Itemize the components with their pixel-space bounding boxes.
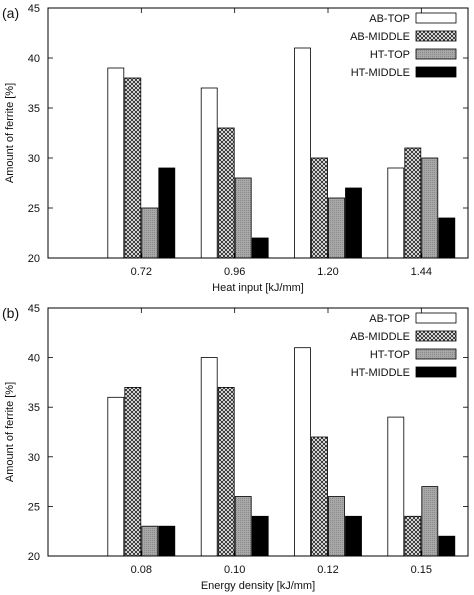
- legend-swatch-ht-middle: [415, 66, 457, 78]
- legend-label-ht-top: HT-TOP: [370, 349, 410, 361]
- bar-ht-top-0.96: [234, 177, 252, 259]
- y-axis-label: Amount of ferrite [%]: [4, 83, 16, 183]
- y-tick-label: 30: [28, 452, 40, 464]
- bar-ab-top-0.96: [200, 87, 218, 259]
- legend-swatch-ht-top: [415, 48, 457, 60]
- bar-ht-middle-0.10: [251, 515, 269, 557]
- bar-ab-middle-1.20: [311, 157, 328, 259]
- legend-label-ab-top: AB-TOP: [369, 13, 410, 25]
- y-tick-label: 35: [28, 103, 40, 115]
- legend-label-ht-middle: HT-MIDDLE: [351, 67, 410, 79]
- chart-panel-b: 0.08 0.10 0.12 0.15 20 25 30 35 40 45 Energy densi…: [2, 303, 469, 592]
- bar-ht-top-0.72: [141, 207, 159, 259]
- y-tick-label: 40: [28, 53, 40, 65]
- legend-swatch-ht-top: [415, 348, 457, 360]
- legend-swatch-ht-middle: [415, 366, 457, 378]
- x-tick-label: 0.10: [224, 564, 245, 576]
- x-tick-label: 0.96: [224, 266, 245, 278]
- y-tick-label: 45: [28, 303, 40, 315]
- bar-ab-top-0.15: [387, 416, 405, 557]
- legend-swatch-ab-middle: [415, 30, 457, 42]
- y-tick-label: 30: [28, 153, 40, 165]
- legend-swatch-ab-top: [415, 12, 457, 24]
- bar-ht-top-0.15: [421, 486, 439, 557]
- bar-ht-middle-1.20: [345, 187, 362, 259]
- bar-ab-middle-0.96: [217, 127, 235, 259]
- x-tick-label: 1.20: [317, 266, 338, 278]
- panel-label: (b): [2, 305, 19, 321]
- bar-ht-middle-0.08: [158, 525, 176, 557]
- bar-ht-top-0.12: [328, 496, 345, 557]
- bar-ht-top-1.44: [421, 157, 439, 259]
- bar-ab-middle-0.10: [217, 386, 235, 557]
- y-tick-label: 25: [28, 501, 40, 513]
- bar-ab-middle-0.12: [311, 436, 328, 557]
- legend-label-ab-middle: AB-MIDDLE: [350, 331, 410, 343]
- x-tick-label: 0.72: [131, 266, 152, 278]
- bar-ht-top-1.20: [328, 197, 345, 259]
- y-tick-label: 40: [28, 353, 40, 365]
- panel-label: (a): [2, 5, 19, 21]
- legend: AB-TOP AB-MIDDLE HT-TOP HT-MIDDLE: [350, 312, 457, 379]
- bar-ab-middle-0.72: [124, 77, 142, 259]
- plot-frame: [47, 307, 469, 557]
- chart-panel-a: 0.72 0.96 1.20 1.44 20 25 30 35 40 45 Heat input […: [2, 3, 469, 294]
- bar-ab-top-0.10: [200, 357, 218, 557]
- x-axis-label: Heat input [kJ/mm]: [212, 282, 304, 294]
- bar-ab-top-0.72: [107, 67, 125, 259]
- bar-ab-top-0.08: [107, 396, 125, 557]
- x-tick-label: 1.44: [411, 266, 432, 278]
- x-axis-label: Energy density [kJ/mm]: [201, 580, 315, 592]
- bar-ab-middle-0.08: [124, 386, 142, 557]
- bar-ht-top-0.10: [234, 496, 252, 557]
- legend: AB-TOP AB-MIDDLE HT-TOP HT-MIDDLE: [350, 12, 457, 79]
- legend-label-ht-top: HT-TOP: [370, 49, 410, 61]
- x-tick-label: 0.12: [317, 564, 338, 576]
- bar-ht-middle-0.12: [345, 515, 362, 557]
- y-tick-label: 20: [28, 551, 40, 563]
- bar-ab-middle-1.44: [404, 147, 422, 259]
- bar-ab-top-0.12: [294, 347, 311, 557]
- bar-ab-top-1.20: [294, 47, 311, 259]
- x-tick-label: 0.15: [411, 564, 432, 576]
- y-tick-label: 25: [28, 203, 40, 215]
- legend-swatch-ab-top: [415, 312, 457, 324]
- x-tick-label: 0.08: [131, 564, 152, 576]
- bar-ht-middle-0.72: [158, 167, 176, 259]
- bar-ht-middle-0.15: [438, 535, 456, 557]
- bar-ht-middle-0.96: [251, 237, 269, 259]
- bar-ab-top-1.44: [387, 167, 405, 259]
- bar-ht-middle-1.44: [438, 217, 456, 259]
- legend-swatch-ab-middle: [415, 330, 457, 342]
- bar-ab-middle-0.15: [404, 515, 422, 557]
- y-tick-label: 35: [28, 402, 40, 414]
- legend-label-ab-top: AB-TOP: [369, 313, 410, 325]
- y-axis-label: Amount of ferrite [%]: [4, 382, 16, 482]
- bar-ht-top-0.08: [141, 525, 159, 557]
- legend-label-ab-middle: AB-MIDDLE: [350, 31, 410, 43]
- legend-label-ht-middle: HT-MIDDLE: [351, 367, 410, 379]
- y-tick-label: 20: [28, 253, 40, 265]
- plot-frame: [47, 7, 469, 259]
- y-tick-label: 45: [28, 3, 40, 15]
